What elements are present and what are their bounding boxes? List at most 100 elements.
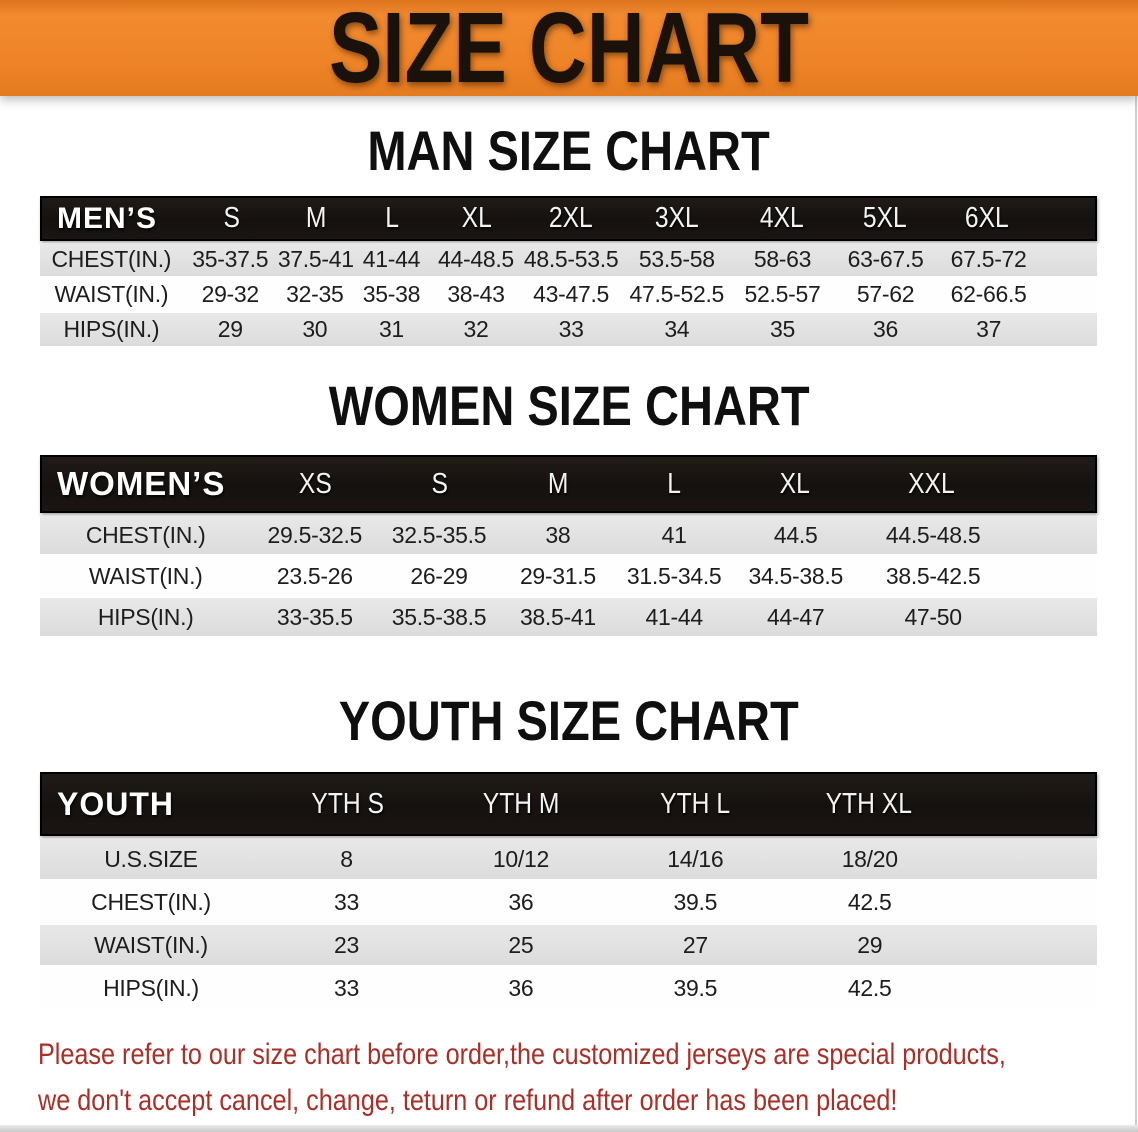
men-section-title: MAN SIZE CHART [0, 122, 1138, 180]
size-column-header: XS [253, 468, 379, 501]
table-row: WAIST(IN.) 23.5-26 26-29 29-31.5 31.5-34.5 34… [40, 557, 1097, 595]
row-label: U.S.SIZE [104, 845, 198, 872]
size-value-cell: 31.5-34.5 [626, 562, 722, 589]
size-value-cell: 33-35.5 [276, 603, 353, 630]
youth-section-title-text: YOUTH SIZE CHART [339, 689, 799, 752]
size-value-cell: 39.5 [673, 888, 718, 915]
row-label: HIPS(IN.) [97, 603, 194, 630]
size-value-cell: 58-63 [753, 246, 812, 272]
size-value-cell: 29-32 [201, 281, 260, 307]
size-column-header-text: 5XL [862, 202, 907, 234]
size-column-header-text: M [547, 467, 569, 500]
disclaimer: Please refer to our size chart before or… [38, 1032, 1138, 1124]
size-value-cell: 42.5 [847, 888, 892, 915]
size-column-header-text: YTH XL [825, 787, 912, 820]
women-section-title-text: WOMEN SIZE CHART [328, 374, 810, 437]
table-body: CHEST(IN.) 35-37.5 37.5-41 41-44 44-48.5 48.5… [40, 243, 1097, 346]
table-body: CHEST(IN.) 29.5-32.5 32.5-35.5 38 41 44.5 44.5… [40, 516, 1097, 636]
size-column-header-text: S [223, 202, 240, 234]
table-row: U.S.SIZE 8 10/12 14/16 18/20 [40, 839, 1097, 879]
size-value-cell: 42.5 [847, 974, 892, 1001]
size-value-cell: 10/12 [492, 845, 549, 872]
size-value-cell: 33 [558, 316, 584, 342]
disclaimer-line-2: we don't accept cancel, change, teturn o… [38, 1078, 1138, 1124]
size-value-cell: 29-31.5 [519, 562, 596, 589]
table-row: HIPS(IN.) 33 36 39.5 42.5 [40, 968, 1097, 1008]
size-column-header: YTH XL [779, 788, 958, 821]
size-value-cell: 47.5-52.5 [629, 281, 725, 307]
size-column-header: YTH S [263, 788, 431, 821]
size-value-cell: 35-38 [362, 281, 421, 307]
row-label: HIPS(IN.) [103, 974, 199, 1001]
size-value-cell: 30 [302, 316, 328, 342]
size-column-header-text: XL [779, 467, 810, 500]
youth-size-table: YOUTH YTH S YTH M YTH L YTH XL U.S.SIZE 8 10/… [40, 772, 1097, 1008]
size-value-cell: 35 [770, 316, 795, 342]
size-value-cell: 31 [378, 316, 404, 342]
row-label: CHEST(IN.) [91, 888, 211, 915]
table-header-label: YOUTH [57, 785, 174, 822]
row-label: CHEST(IN.) [85, 521, 206, 548]
bottom-edge-border [0, 1125, 1138, 1132]
size-column-header: 3XL [621, 202, 732, 235]
disclaimer-line-1: Please refer to our size chart before or… [38, 1032, 1138, 1078]
size-value-cell: 62-66.5 [950, 281, 1027, 307]
size-value-cell: 18/20 [841, 845, 898, 872]
size-value-cell: 44-47 [767, 603, 825, 630]
table-header-row: WOMEN’S XS S M L XL XXL [40, 455, 1097, 513]
size-column-header-text: S [431, 467, 448, 500]
row-label: WAIST(IN.) [54, 281, 169, 307]
size-column-header: L [616, 468, 732, 501]
size-value-cell: 36 [508, 974, 534, 1001]
size-value-cell: 23 [334, 931, 360, 958]
size-column-header-text: 3XL [654, 202, 699, 234]
size-value-cell: 23.5-26 [276, 562, 353, 589]
size-column-header: 6XL [937, 202, 1037, 235]
size-column-header: M [279, 202, 353, 235]
size-value-cell: 38-43 [447, 281, 505, 307]
size-value-cell: 41-44 [362, 246, 421, 272]
row-label: WAIST(IN.) [88, 562, 203, 589]
size-column-header-text: L [385, 202, 399, 234]
size-value-cell: 53.5-58 [638, 246, 715, 272]
size-value-cell: 67.5-72 [950, 246, 1027, 272]
table-header-label: MEN’S [57, 201, 158, 235]
youth-section-title: YOUTH SIZE CHART [0, 692, 1138, 750]
size-value-cell: 48.5-53.5 [523, 246, 619, 272]
size-column-header-text: XS [299, 467, 333, 500]
size-value-cell: 44.5-48.5 [885, 521, 981, 548]
disclaimer-line-1-text: Please refer to our size chart before or… [38, 1038, 1006, 1071]
size-column-header-text: 2XL [549, 202, 594, 234]
size-value-cell: 44-48.5 [438, 246, 514, 272]
table-header-row: YOUTH YTH S YTH M YTH L YTH XL [40, 772, 1097, 836]
disclaimer-line-2-text: we don't accept cancel, change, teturn o… [38, 1084, 898, 1117]
row-label: CHEST(IN.) [51, 246, 172, 272]
men-size-table: MEN’S S M L XL 2XL 3XL 4XL 5XL 6XL CHEST(IN.) 35-… [40, 196, 1097, 346]
table-row: HIPS(IN.) 29 30 31 32 33 34 35 36 37 [40, 313, 1097, 346]
size-value-cell: 38.5-41 [519, 603, 596, 630]
size-column-header-text: YTH L [659, 787, 730, 820]
size-value-cell: 41 [661, 521, 687, 548]
size-value-cell: 38 [545, 521, 571, 548]
banner: SIZE CHART [0, 0, 1138, 98]
size-column-header-text: YTH M [482, 787, 560, 820]
table-row: HIPS(IN.) 33-35.5 35.5-38.5 38.5-41 41-44 44-… [40, 598, 1097, 636]
size-column-header-text: L [666, 467, 681, 500]
size-column-header: S [379, 468, 500, 501]
size-column-header: 2XL [521, 202, 621, 235]
table-header-row: MEN’S S M L XL 2XL 3XL 4XL 5XL 6XL [40, 196, 1097, 241]
size-column-header-text: XL [461, 202, 492, 234]
table-header-label: WOMEN’S [57, 465, 226, 502]
size-value-cell: 32-35 [286, 281, 344, 307]
women-size-table: WOMEN’S XS S M L XL XXL CHEST(IN.) 29.5-32.5 32… [40, 455, 1097, 636]
size-value-cell: 41-44 [645, 603, 704, 630]
table-row: CHEST(IN.) 29.5-32.5 32.5-35.5 38 41 44.5 44.5… [40, 516, 1097, 554]
size-value-cell: 27 [682, 931, 708, 958]
right-edge-border [1135, 96, 1137, 1132]
size-value-cell: 14/16 [667, 845, 724, 872]
size-value-cell: 63-67.5 [847, 246, 924, 272]
size-value-cell: 29.5-32.5 [267, 521, 363, 548]
row-label: WAIST(IN.) [94, 931, 208, 958]
size-column-header: 4XL [732, 202, 832, 235]
size-value-cell: 44.5 [773, 521, 818, 548]
